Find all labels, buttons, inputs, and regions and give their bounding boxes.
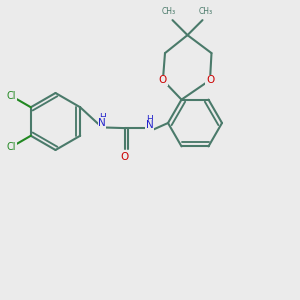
Text: O: O xyxy=(120,152,129,162)
Text: Cl: Cl xyxy=(7,91,16,101)
Text: H: H xyxy=(99,113,105,122)
Text: N: N xyxy=(98,118,106,128)
Text: H: H xyxy=(146,115,153,124)
Text: CH₃: CH₃ xyxy=(199,7,213,16)
Text: Cl: Cl xyxy=(7,142,16,152)
Text: O: O xyxy=(206,75,214,85)
Text: N: N xyxy=(146,120,153,130)
Text: CH₃: CH₃ xyxy=(162,7,176,16)
Text: O: O xyxy=(159,75,167,85)
